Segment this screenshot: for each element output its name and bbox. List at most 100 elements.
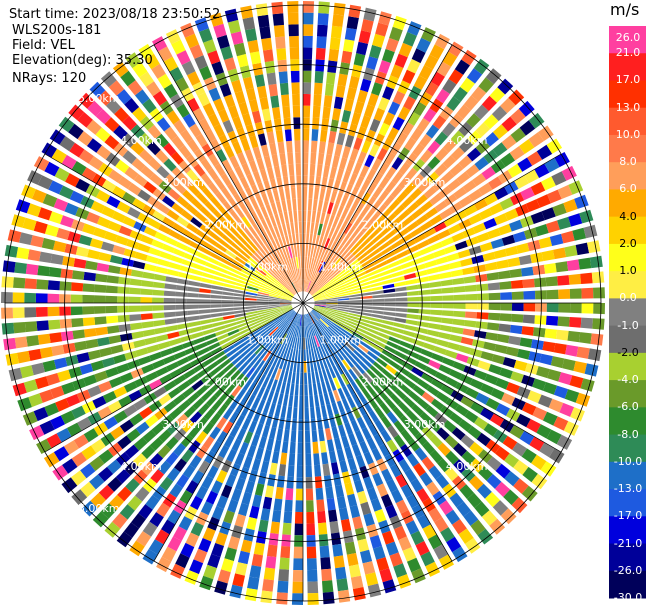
range-gate-cell <box>244 588 258 602</box>
range-gate-cell <box>94 284 107 293</box>
range-gate-cell <box>318 319 328 329</box>
range-gate-cell <box>351 393 362 406</box>
range-gate-cell <box>97 336 110 347</box>
colorbar-segment <box>609 134 646 163</box>
range-gate-cell <box>92 511 109 528</box>
range-gate-cell <box>313 294 325 300</box>
range-gate-cell <box>562 358 576 371</box>
range-gate-cell <box>55 398 70 412</box>
range-gate-cell <box>300 314 303 327</box>
range-gate-cell <box>109 254 123 265</box>
range-ring-label: 2.00km <box>362 218 404 231</box>
range-gate-cell <box>272 391 279 404</box>
range-gate-cell <box>418 179 431 193</box>
range-gate-cell <box>252 272 264 280</box>
range-gate-cell <box>221 300 234 303</box>
range-gate-cell <box>205 490 218 505</box>
range-gate-cell <box>398 255 411 264</box>
range-gate-cell <box>303 361 307 373</box>
colorbar-tick-label: -30.0 <box>613 591 643 604</box>
range-gate-cell <box>434 412 448 426</box>
range-gate-cell <box>467 425 482 440</box>
range-gate-cell <box>142 98 157 114</box>
range-gate-cell <box>569 317 582 328</box>
range-gate-cell <box>353 479 364 493</box>
range-gate-cell <box>449 163 464 177</box>
range-gate-cell <box>212 321 225 328</box>
range-gate-cell <box>52 465 69 481</box>
range-gate-cell <box>379 443 391 457</box>
range-gate-cell <box>261 260 272 271</box>
range-gate-cell <box>128 305 141 313</box>
range-gate-cell <box>331 402 339 415</box>
colorbar-tick-label: -1.0 <box>617 318 639 332</box>
range-gate-cell <box>177 323 190 330</box>
range-gate-cell <box>366 56 379 70</box>
range-gate-cell <box>285 235 290 247</box>
range-gate-cell <box>127 80 143 96</box>
range-gate-cell <box>477 303 489 310</box>
range-gate-cell <box>313 222 319 235</box>
range-gate-cell <box>241 330 253 338</box>
range-gate-cell <box>288 395 294 407</box>
range-gate-cell <box>442 78 457 94</box>
range-gate-cell <box>576 346 590 359</box>
range-gate-cell <box>299 384 303 396</box>
range-gate-cell <box>318 261 326 273</box>
range-gate-cell <box>314 322 322 333</box>
range-gate-cell <box>95 127 111 143</box>
range-gate-cell <box>569 288 582 299</box>
range-gate-cell <box>269 326 279 336</box>
range-gate-cell <box>401 121 415 136</box>
range-gate-cell <box>336 291 349 296</box>
range-gate-cell <box>158 223 172 235</box>
range-gate-cell <box>246 260 258 269</box>
range-gate-cell <box>346 383 356 396</box>
range-gate-cell <box>199 288 211 294</box>
range-gate-cell <box>495 463 511 479</box>
range-gate-cell <box>523 290 536 300</box>
range-gate-cell <box>278 212 285 225</box>
range-gate-cell <box>436 427 450 441</box>
range-gate-cell <box>204 128 216 143</box>
range-gate-cell <box>225 230 237 241</box>
range-gate-cell <box>383 311 396 317</box>
range-gate-cell <box>251 396 261 410</box>
range-gate-cell <box>261 280 273 288</box>
range-gate-cell <box>173 393 186 406</box>
range-gate-cell <box>295 152 301 164</box>
range-gate-cell <box>248 318 260 324</box>
range-gate-cell <box>310 311 319 321</box>
range-gate-cell <box>169 66 184 82</box>
range-gate-cell <box>284 288 294 297</box>
range-gate-cell <box>303 279 306 292</box>
range-gate-cell <box>260 206 269 219</box>
range-gate-cell <box>266 131 275 144</box>
range-gate-cell <box>404 272 417 280</box>
range-gate-cell <box>315 347 321 359</box>
range-gate-cell <box>270 269 280 279</box>
range-gate-cell <box>438 186 452 199</box>
range-gate-cell <box>486 474 502 489</box>
range-gate-cell <box>355 202 365 215</box>
range-gate-cell <box>205 236 218 247</box>
range-gate-cell <box>505 245 519 257</box>
range-gate-cell <box>366 182 378 195</box>
range-gate-cell <box>463 510 479 526</box>
range-gate-cell <box>312 288 322 296</box>
range-gate-cell <box>269 178 278 191</box>
range-gate-cell <box>344 446 354 460</box>
range-gate-cell <box>280 295 293 300</box>
range-gate-cell <box>235 316 247 321</box>
range-gate-cell <box>253 542 265 556</box>
range-gate-cell <box>385 541 399 556</box>
range-gate-cell <box>234 206 245 219</box>
range-gate-cell <box>474 501 490 517</box>
range-gate-cell <box>337 246 346 258</box>
range-gate-cell <box>332 337 342 348</box>
range-gate-cell <box>236 318 248 325</box>
range-gate-cell <box>536 144 553 160</box>
range-gate-cell <box>393 434 406 448</box>
range-gate-cell <box>421 372 434 384</box>
range-gate-cell <box>286 311 296 321</box>
